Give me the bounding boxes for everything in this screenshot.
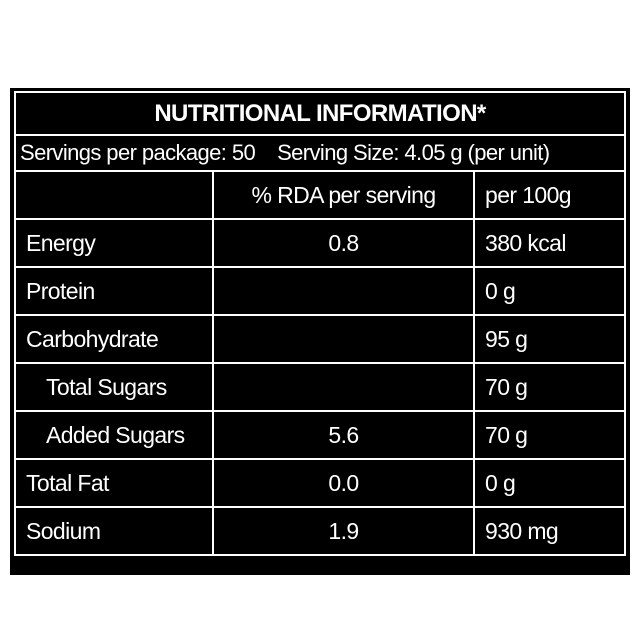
serving-size: Serving Size: 4.05 g (per unit) [277, 140, 550, 165]
header-row: % RDA per serving per 100g [14, 170, 626, 220]
rda-cell [212, 266, 475, 316]
nutrient-cell: Added Sugars [14, 410, 214, 460]
servings-row: Servings per package: 50 Serving Size: 4.… [14, 134, 626, 172]
per-100g-cell: 70 g [473, 362, 626, 412]
nutrient-cell [14, 170, 214, 220]
rda-cell: 0.0 [212, 458, 475, 508]
per-100g-cell: 70 g [473, 410, 626, 460]
rda-cell [212, 314, 475, 364]
rda-cell: % RDA per serving [212, 170, 475, 220]
rda-cell: 5.6 [212, 410, 475, 460]
per-100g-cell: 380 kcal [473, 218, 626, 268]
per-100g-cell: 95 g [473, 314, 626, 364]
nutrient-cell: Total Fat [14, 458, 214, 508]
nutrition-panel: NUTRITIONAL INFORMATION* Servings per pa… [10, 88, 630, 575]
nutrient-cell: Energy [14, 218, 214, 268]
nutrient-row: Energy 0.8 380 kcal [14, 218, 626, 268]
nutrient-cell: Carbohydrate [14, 314, 214, 364]
nutrient-row: Added Sugars 5.6 70 g [14, 410, 626, 460]
servings-cell: Servings per package: 50 Serving Size: 4.… [14, 134, 626, 172]
nutrient-cell: Total Sugars [14, 362, 214, 412]
rda-cell: 0.8 [212, 218, 475, 268]
nutrient-row: Total Sugars 70 g [14, 362, 626, 412]
nutrient-row: Protein 0 g [14, 266, 626, 316]
nutrient-row: Carbohydrate 95 g [14, 314, 626, 364]
per-100g-cell: 0 g [473, 266, 626, 316]
rda-cell [212, 362, 475, 412]
nutrient-cell: Sodium [14, 506, 214, 556]
per-100g-cell: 0 g [473, 458, 626, 508]
title-row: NUTRITIONAL INFORMATION* [14, 91, 626, 136]
per-100g-cell: per 100g [473, 170, 626, 220]
nutrient-row: Sodium 1.9 930 mg [14, 506, 626, 556]
nutrition-table: NUTRITIONAL INFORMATION* Servings per pa… [14, 91, 626, 556]
per-100g-cell: 930 mg [473, 506, 626, 556]
title: NUTRITIONAL INFORMATION* [14, 91, 626, 136]
nutrient-row: Total Fat 0.0 0 g [14, 458, 626, 508]
nutrient-cell: Protein [14, 266, 214, 316]
servings-per-package: Servings per package: 50 [20, 140, 256, 165]
rda-cell: 1.9 [212, 506, 475, 556]
